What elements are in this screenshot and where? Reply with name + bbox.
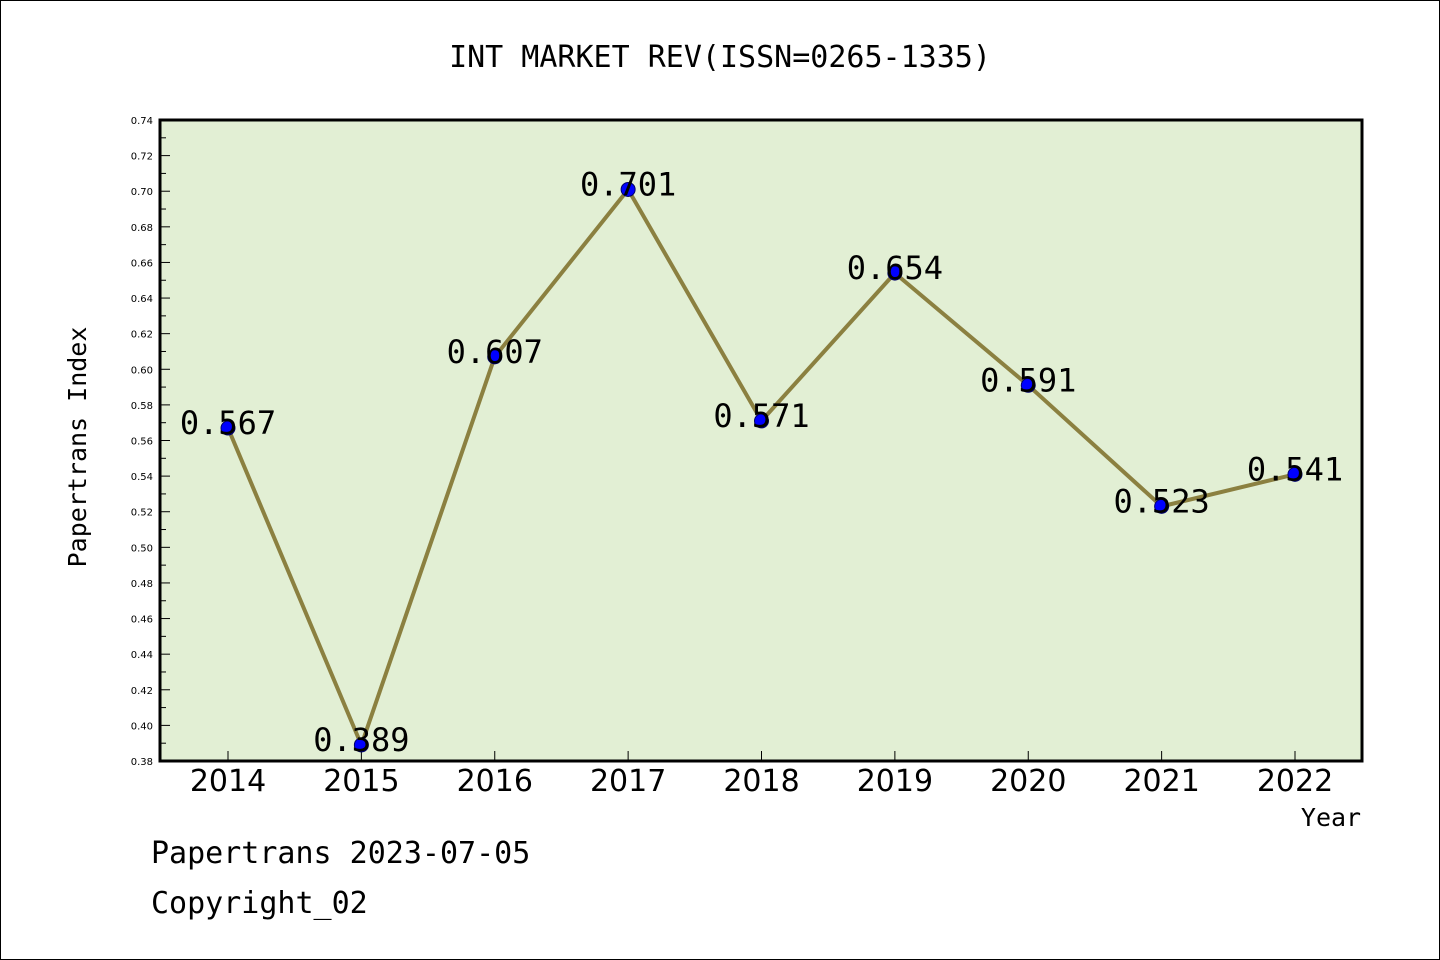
- y-tick-label: 0.62: [131, 330, 153, 341]
- y-tick-label: 0.46: [131, 615, 153, 626]
- data-label-2016: 0.607: [447, 333, 543, 371]
- y-tick-label: 0.42: [131, 686, 153, 697]
- y-tick-label: 0.44: [131, 650, 153, 661]
- y-tick-label: 0.60: [131, 365, 153, 376]
- x-tick-label: 2018: [723, 764, 799, 799]
- x-tick-label: 2016: [457, 764, 533, 799]
- data-point-2019: [887, 265, 903, 281]
- x-tick-label: 2017: [590, 764, 666, 799]
- y-tick-label: 0.52: [131, 508, 153, 519]
- x-tick-label: 2019: [857, 764, 933, 799]
- footer-date: Papertrans 2023-07-05: [151, 836, 531, 871]
- data-label-2017: 0.701: [580, 165, 676, 203]
- data-label-2019: 0.654: [847, 249, 943, 287]
- y-tick-label: 0.74: [131, 116, 153, 127]
- data-label-2021: 0.523: [1113, 482, 1209, 520]
- x-tick-label: 2022: [1257, 764, 1333, 799]
- y-tick-label: 0.40: [131, 721, 153, 732]
- y-tick-label: 0.56: [131, 437, 153, 448]
- x-tick-label: 2015: [323, 764, 399, 799]
- y-tick-label: 0.38: [131, 757, 153, 768]
- y-tick-label: 0.58: [131, 401, 153, 412]
- y-axis-label: Papertrans Index: [63, 327, 92, 568]
- plot-area: [158, 118, 1364, 763]
- data-label-2020: 0.591: [980, 361, 1076, 399]
- y-tick-label: 0.66: [131, 258, 153, 269]
- data-label-2015: 0.389: [313, 721, 409, 759]
- y-tick-label: 0.48: [131, 579, 153, 590]
- data-point-2017: [620, 181, 636, 197]
- data-point-2020: [1020, 377, 1036, 393]
- data-labels: 0.567 0.389 0.607 0.701 0.571 0.654 0.591 0.523…: [180, 165, 1343, 759]
- footer-copyright: Copyright_02: [151, 886, 368, 921]
- x-tick-label: 2020: [990, 764, 1066, 799]
- y-tick-label: 0.70: [131, 187, 153, 198]
- y-tick-label: 0.72: [131, 152, 153, 163]
- data-label-2018: 0.571: [713, 397, 809, 435]
- data-point-2015: [353, 737, 369, 753]
- data-point-2022: [1287, 466, 1303, 482]
- x-tick-label: 2014: [190, 764, 266, 799]
- y-tick-label: 0.50: [131, 543, 153, 554]
- series-markers: [220, 181, 1303, 753]
- data-label-2022: 0.541: [1247, 450, 1343, 488]
- y-tick-label: 0.68: [131, 223, 153, 234]
- x-axis-label: Year: [1301, 803, 1361, 832]
- data-point-2014: [220, 420, 236, 436]
- data-point-2016: [487, 349, 503, 365]
- data-label-2014: 0.567: [180, 404, 276, 442]
- data-point-2021: [1154, 498, 1170, 514]
- chart-title: INT MARKET REV(ISSN=0265-1335): [449, 40, 991, 75]
- x-tick-label: 2021: [1123, 764, 1199, 799]
- y-axis: 0.38 0.40 0.42 0.44 0.46 0.48 0.50 0.52 0.54 0.56…: [131, 116, 170, 768]
- y-tick-label: 0.64: [131, 294, 153, 305]
- x-axis: 2014 2015 2016 2017 2018 2019 2020 2021 2022: [190, 751, 1333, 799]
- data-point-2018: [754, 413, 769, 429]
- y-tick-label: 0.54: [131, 472, 153, 483]
